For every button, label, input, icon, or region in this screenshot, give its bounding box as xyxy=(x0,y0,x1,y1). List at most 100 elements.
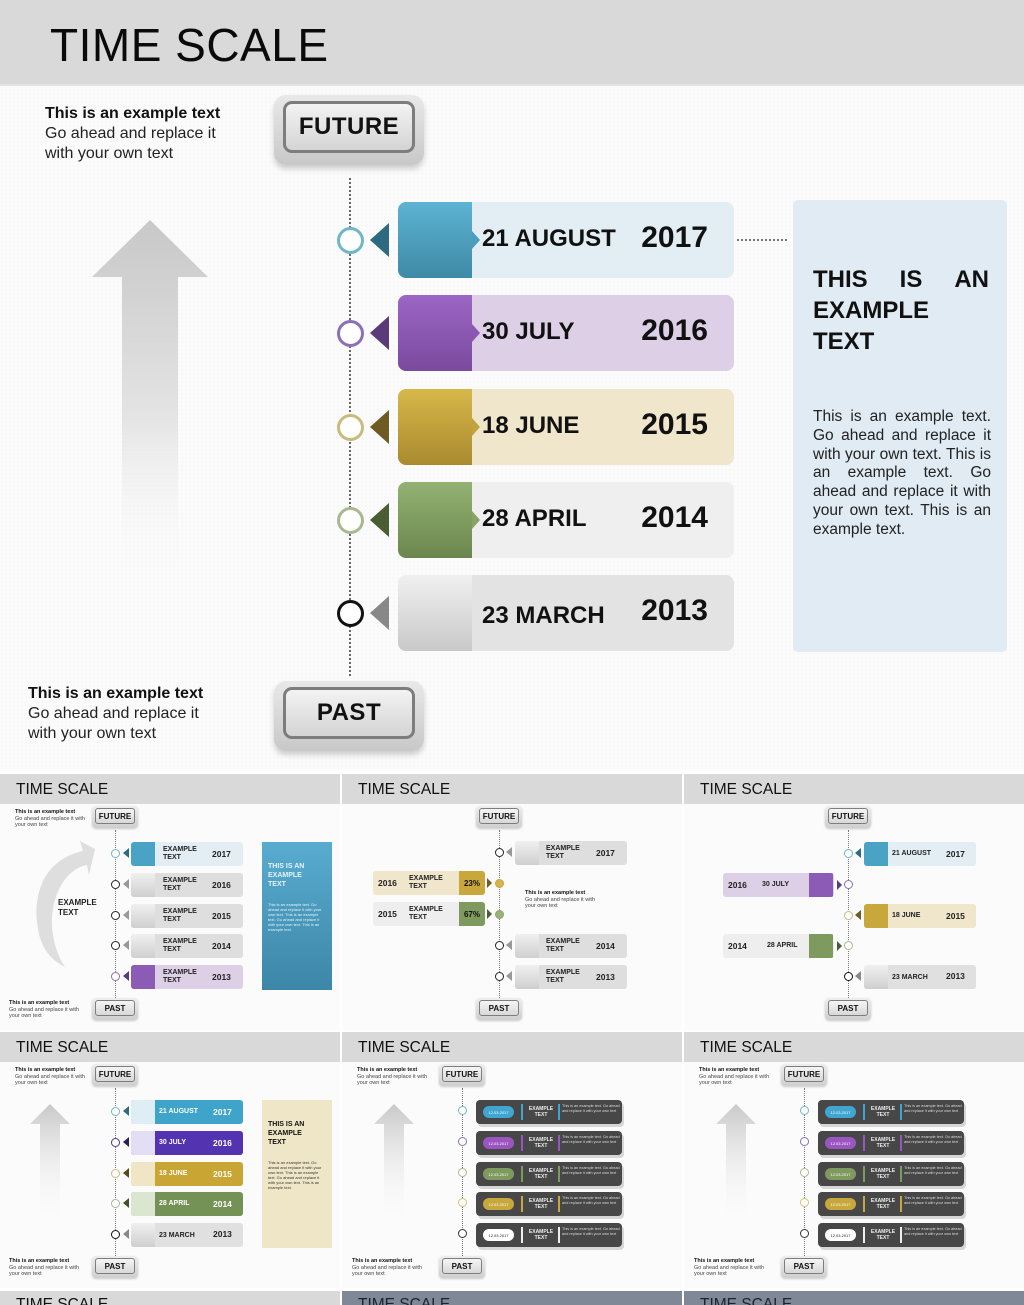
thumb-node-icon xyxy=(800,1168,809,1177)
slide-title: TIME SCALE xyxy=(50,19,329,71)
timeline-item-2013[interactable]: 23 MARCH 2013 xyxy=(334,575,734,651)
thumb-future-button[interactable]: FUTURE xyxy=(476,806,522,828)
thumb-node-icon xyxy=(844,880,853,889)
thumb-node-icon xyxy=(800,1137,809,1146)
thumb-card: 23 MARCH 2013 xyxy=(131,1223,243,1247)
timeline-year: 2014 xyxy=(641,501,708,534)
past-button[interactable]: PAST xyxy=(274,681,424,751)
thumb-node-icon xyxy=(111,1107,120,1116)
timeline-date: 18 JUNE xyxy=(482,412,580,439)
timeline-year: 2016 xyxy=(641,314,708,347)
thumb-node-icon xyxy=(111,1199,120,1208)
info-title: THIS IS AN EXAMPLE TEXT xyxy=(813,264,989,357)
thumb-pointer-icon xyxy=(123,1137,129,1147)
thumb-pointer-icon xyxy=(123,1168,129,1178)
bottom-note-line1: Go ahead and replace it xyxy=(28,705,199,722)
thumb-card: EXAMPLE TEXT 2017 xyxy=(515,841,627,865)
thumb-pointer-icon xyxy=(123,1198,129,1208)
thumb-note-bottom: This is an example text Go ahead and repl… xyxy=(694,1258,765,1277)
timeline-date: 21 AUGUST xyxy=(482,225,616,252)
thumbnail-2[interactable]: TIME SCALE FUTURE EXAMPLE TEXT 2017 2016 … xyxy=(342,774,682,1030)
thumb-dark-card: 12.03.2017 EXAMPLE TEXT This is an exampl… xyxy=(818,1223,964,1247)
timeline-node-icon xyxy=(337,507,364,534)
thumb-card: 21 AUGUST 2017 xyxy=(131,1100,243,1124)
thumbnail-8[interactable]: TIME SCALE xyxy=(342,1291,682,1305)
thumb-node-icon xyxy=(111,911,120,920)
timeline-item-2014[interactable]: 28 APRIL 2014 xyxy=(334,482,734,558)
info-title-line2: EXAMPLE xyxy=(813,297,930,324)
up-arrow-icon xyxy=(30,1104,70,1224)
thumb-pointer-icon xyxy=(487,878,492,888)
thumb-node-icon xyxy=(458,1229,467,1238)
timeline-year: 2013 xyxy=(641,594,708,627)
thumb-card: 21 AUGUST 2017 xyxy=(864,842,976,866)
thumb-future-button[interactable]: FUTURE xyxy=(92,1064,138,1086)
timeline-item-2016[interactable]: 30 JULY 2016 xyxy=(334,295,734,371)
top-note-line1: Go ahead and replace it xyxy=(45,125,216,142)
thumb-dark-card: 12.03.2017 EXAMPLE TEXT This is an exampl… xyxy=(476,1131,622,1155)
thumb-node-icon xyxy=(458,1198,467,1207)
thumb-note-top: This is an example text Go ahead and repl… xyxy=(15,809,86,828)
pointer-triangle-icon xyxy=(370,503,389,537)
thumb-card: 28 APRIL 2014 xyxy=(131,1192,243,1216)
thumb-header: TIME SCALE xyxy=(342,1291,682,1305)
thumb-future-button[interactable]: FUTURE xyxy=(439,1064,485,1086)
future-button[interactable]: FUTURE xyxy=(274,95,424,165)
thumbnail-6[interactable]: TIME SCALE This is an example text Go ahe… xyxy=(684,1032,1024,1288)
thumb-node-icon xyxy=(844,941,853,950)
thumbnail-5[interactable]: TIME SCALE This is an example text Go ahe… xyxy=(342,1032,682,1288)
thumb-node-icon xyxy=(111,849,120,858)
thumb-past-button[interactable]: PAST xyxy=(825,998,871,1020)
thumb-title: TIME SCALE xyxy=(16,781,109,798)
top-note-line2: with your own text xyxy=(45,145,174,162)
thumb-pointer-icon xyxy=(123,1229,129,1239)
timeline-item-2015[interactable]: 18 JUNE 2015 xyxy=(334,389,734,465)
thumb-node-icon xyxy=(844,911,853,920)
past-label: PAST xyxy=(283,687,415,739)
thumb-header: TIME SCALE xyxy=(684,1291,1024,1305)
timeline-item-2017[interactable]: 21 AUGUST 2017 xyxy=(334,202,734,278)
thumb-future-button[interactable]: FUTURE xyxy=(781,1064,827,1086)
up-arrow-icon xyxy=(374,1104,414,1224)
thumb-pointer-icon xyxy=(123,848,129,858)
timeline-node-icon xyxy=(337,320,364,347)
thumb-left-card: 2016 EXAMPLE TEXT 23% xyxy=(373,871,485,895)
info-title-line3: TEXT xyxy=(813,328,875,355)
thumb-past-button[interactable]: PAST xyxy=(781,1256,827,1278)
up-arrow-icon xyxy=(716,1104,756,1224)
thumb-title: TIME SCALE xyxy=(700,1039,793,1056)
thumbnail-1[interactable]: TIME SCALE This is an example text Go ahe… xyxy=(0,774,340,1030)
thumb-node-icon xyxy=(111,1230,120,1239)
thumb-dark-card: 12.03.2017 EXAMPLE TEXT This is an exampl… xyxy=(476,1162,622,1186)
thumb-dark-card: 12.03.2017 EXAMPLE TEXT This is an exampl… xyxy=(476,1192,622,1216)
thumb-future-button[interactable]: FUTURE xyxy=(825,806,871,828)
thumb-title: TIME SCALE xyxy=(358,1296,451,1305)
thumbnail-3[interactable]: TIME SCALE FUTURE 21 AUGUST 2017 2016 30… xyxy=(684,774,1024,1030)
thumb-node-icon xyxy=(495,941,504,950)
thumb-note-bottom: This is an example text Go ahead and repl… xyxy=(9,1000,80,1019)
thumb-dark-card: 12.03.2017 EXAMPLE TEXT This is an exampl… xyxy=(818,1192,964,1216)
thumb-header: TIME SCALE xyxy=(684,774,1024,804)
thumb-card: EXAMPLE TEXT 2014 xyxy=(131,934,243,958)
thumb-note-top: This is an example text Go ahead and repl… xyxy=(15,1067,86,1086)
thumb-card: 30 JULY 2016 xyxy=(131,1131,243,1155)
thumb-title: TIME SCALE xyxy=(16,1296,109,1305)
thumb-node-icon xyxy=(458,1137,467,1146)
thumb-past-button[interactable]: PAST xyxy=(92,1256,138,1278)
thumbnail-4[interactable]: TIME SCALE This is an example text Go ahe… xyxy=(0,1032,340,1288)
color-swatch xyxy=(398,295,472,371)
notch-icon xyxy=(472,324,480,342)
thumbnail-9[interactable]: TIME SCALE xyxy=(684,1291,1024,1305)
thumb-future-button[interactable]: FUTURE xyxy=(92,806,138,828)
thumb-left-card: 2016 30 JULY xyxy=(723,873,834,897)
thumb-card: EXAMPLE TEXT 2015 xyxy=(131,904,243,928)
thumb-past-button[interactable]: PAST xyxy=(439,1256,485,1278)
bottom-note-line2: with your own text xyxy=(28,725,157,742)
up-arrow-icon xyxy=(92,220,208,580)
thumb-pointer-icon xyxy=(855,910,861,920)
thumbnail-7[interactable]: TIME SCALE xyxy=(0,1291,340,1305)
thumb-card: EXAMPLE TEXT 2013 xyxy=(131,965,243,989)
thumb-past-button[interactable]: PAST xyxy=(476,998,522,1020)
thumb-past-button[interactable]: PAST xyxy=(92,998,138,1020)
thumb-node-icon xyxy=(495,910,504,919)
